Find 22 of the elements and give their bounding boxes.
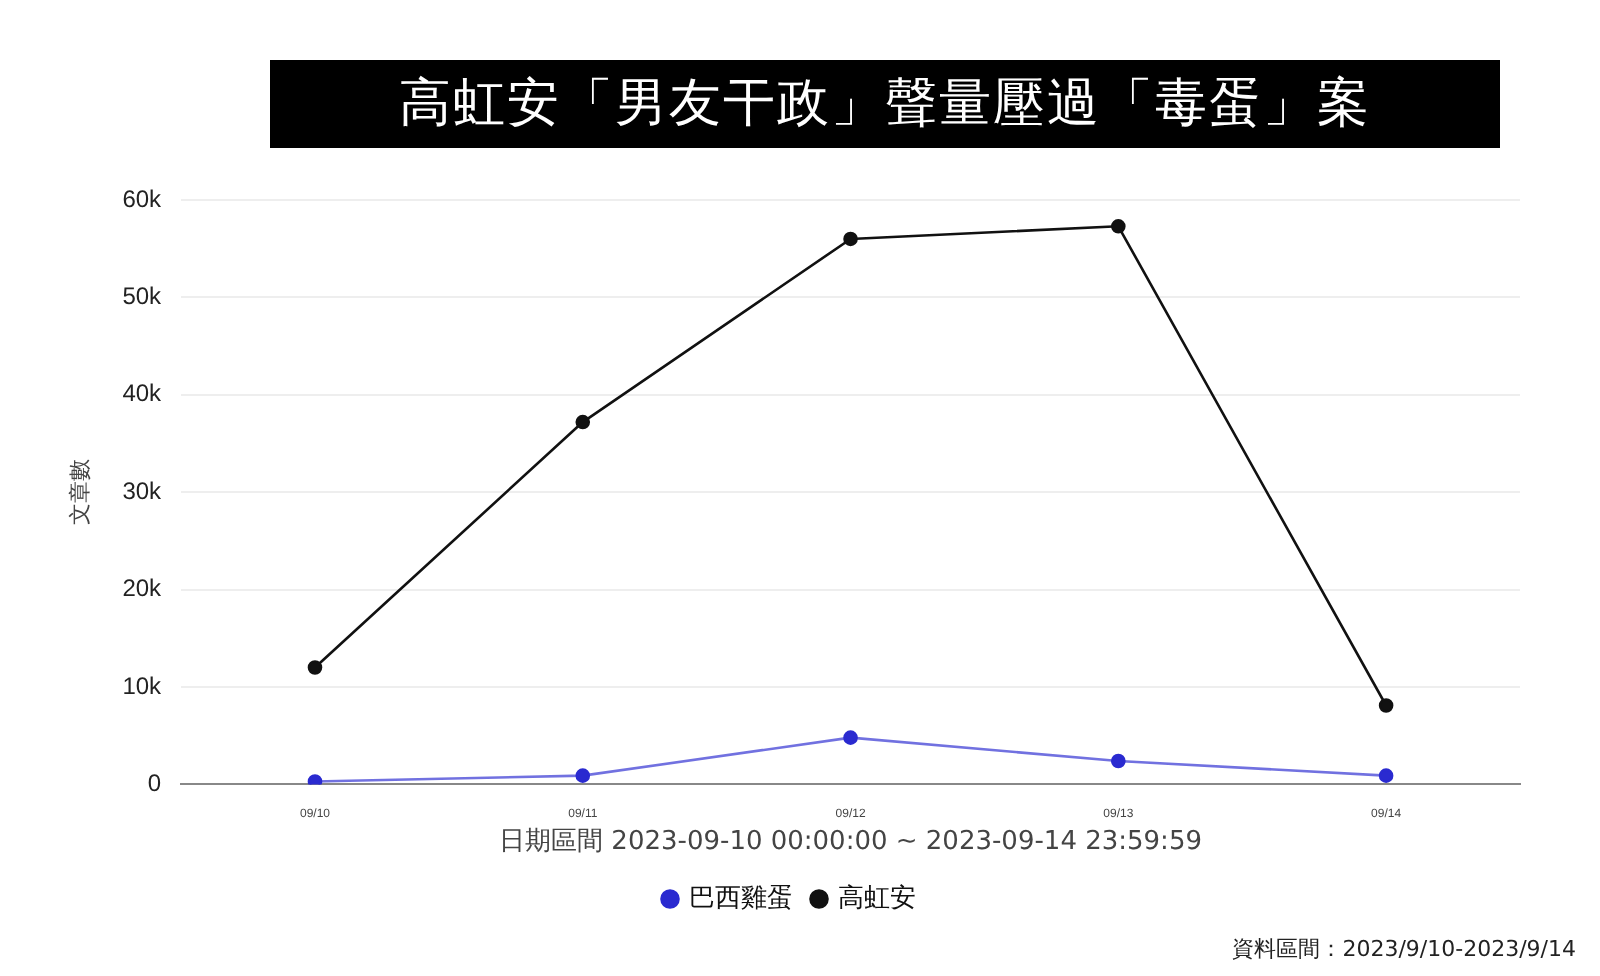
point bbox=[843, 231, 858, 247]
point bbox=[1111, 753, 1126, 769]
legend-label: 巴西雞蛋 bbox=[689, 883, 793, 914]
point bbox=[1111, 219, 1126, 234]
y-tick-label: 10k bbox=[122, 671, 164, 700]
y-tick-label: 50k bbox=[122, 282, 164, 311]
y-tick-label: 30k bbox=[122, 476, 164, 505]
y-tick-label: 40k bbox=[122, 379, 164, 408]
text: 資料區間：2023/9/10-2023/9/14 bbox=[1232, 934, 1576, 964]
point bbox=[1378, 698, 1394, 713]
y-tick-label: 0 bbox=[147, 769, 162, 798]
chart-title: 高虹安「男友干政」聲量壓過「毒蛋」案 bbox=[270, 60, 1500, 148]
y-tick-label: 20k bbox=[122, 574, 164, 603]
y-tick-label: 60k bbox=[122, 184, 164, 213]
legend-label: 高虹安 bbox=[838, 881, 916, 914]
y-axis-title: 文章數 bbox=[66, 459, 93, 526]
point bbox=[307, 660, 323, 675]
x-axis-title: 日期區間 2023-09-10 00:00:00 ~ 2023-09-14 23:59:59 bbox=[499, 827, 1202, 858]
point bbox=[575, 414, 591, 430]
point bbox=[1378, 768, 1394, 783]
point bbox=[843, 730, 858, 745]
point bbox=[575, 768, 591, 783]
